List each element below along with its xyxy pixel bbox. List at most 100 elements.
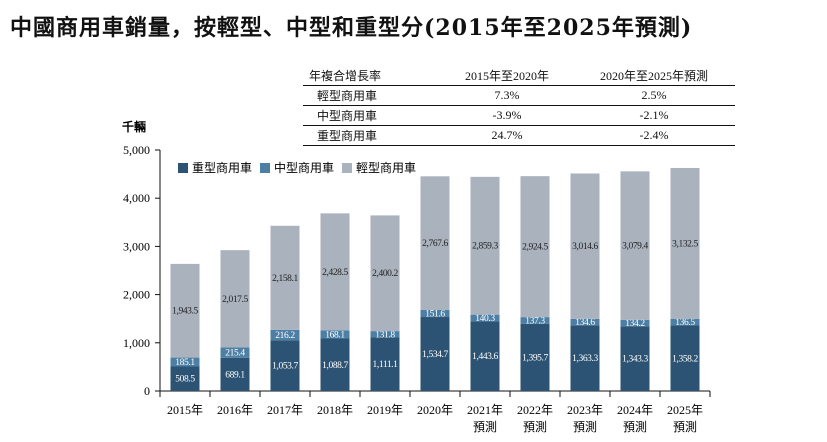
cagr-table: 年複合增長率 2015年至2020年 2020年至2025年預測 輕型商用車 7… xyxy=(303,66,735,146)
y-tick-label: 2,000 xyxy=(123,288,150,302)
data-label: 185.1 xyxy=(175,358,195,368)
legend-swatch xyxy=(342,163,352,173)
bar-segment xyxy=(420,317,450,391)
y-tick-label: 0 xyxy=(144,384,150,398)
bar-segment xyxy=(220,347,250,358)
bar-segment xyxy=(470,321,500,391)
table-cell: 7.3% xyxy=(441,85,573,106)
data-label: 2,017.5 xyxy=(222,295,248,305)
data-label: 1,111.1 xyxy=(373,360,399,370)
table-cell: -2.1% xyxy=(573,105,735,126)
table-cell: 中型商用車 xyxy=(303,105,441,126)
bar-segment xyxy=(520,176,550,318)
data-label: 3,014.6 xyxy=(572,242,598,252)
bar-segment xyxy=(620,319,650,327)
y-tick-label: 4,000 xyxy=(123,191,150,205)
x-tick-label: 預測 xyxy=(623,420,647,434)
data-label: 1,088.7 xyxy=(322,361,348,371)
data-label: 2,859.3 xyxy=(472,242,498,252)
data-label: 1,534.7 xyxy=(422,350,448,360)
x-tick-label: 預測 xyxy=(523,420,547,434)
x-tick-label: 預測 xyxy=(673,420,697,434)
chart-title: 中國商用車銷量，按輕型、中型和重型分(2015年至2025年預測) xyxy=(10,15,693,41)
data-label: 3,132.5 xyxy=(672,239,698,249)
data-label: 508.5 xyxy=(175,375,195,385)
table-cell: 重型商用車 xyxy=(303,125,441,146)
bar-segment xyxy=(270,329,300,341)
data-label: 1,343.3 xyxy=(622,355,648,365)
data-label: 168.1 xyxy=(325,330,345,340)
bar-segment xyxy=(470,176,500,315)
table-cell: -2.4% xyxy=(573,125,735,146)
bar-segment xyxy=(520,323,550,391)
legend-label: 中型商用車 xyxy=(274,160,334,175)
data-label: 689.1 xyxy=(225,370,245,380)
x-tick-label: 預測 xyxy=(573,420,597,434)
bar-segment xyxy=(320,330,350,339)
table-row: 輕型商用車 7.3% 2.5% xyxy=(303,85,735,106)
data-label: 137.3 xyxy=(525,316,545,326)
bar-segment xyxy=(420,176,450,310)
data-label: 1,395.7 xyxy=(522,353,548,363)
table-row: 重型商用車 24.7% -2.4% xyxy=(303,125,735,146)
table-row: 中型商用車 -3.9% -2.1% xyxy=(303,105,735,126)
bar-segment xyxy=(170,366,200,391)
bar-segment xyxy=(420,309,450,318)
y-tick-label: 3,000 xyxy=(123,239,150,253)
bar-segment xyxy=(620,171,650,320)
x-tick-label: 2016年 xyxy=(217,403,253,417)
bar-segment xyxy=(520,317,550,324)
bar-segment xyxy=(220,250,250,348)
data-label: 1,358.2 xyxy=(672,354,698,364)
data-label: 2,400.2 xyxy=(372,269,398,279)
bar-segment xyxy=(570,325,600,391)
legend-label: 輕型商用車 xyxy=(356,160,416,175)
data-label: 151.6 xyxy=(425,309,445,319)
x-tick-label: 2022年 xyxy=(517,403,553,417)
bar-segment xyxy=(570,318,600,326)
data-label: 140.3 xyxy=(475,314,495,324)
x-tick-label: 2020年 xyxy=(417,403,453,417)
bar-segment xyxy=(320,213,350,331)
data-label: 2,767.6 xyxy=(422,239,448,249)
legend-label: 重型商用車 xyxy=(192,160,252,175)
bar-segment xyxy=(370,337,400,391)
bar-segment xyxy=(170,357,200,367)
x-tick-label: 2019年 xyxy=(367,403,403,417)
table-header: 2020年至2025年預測 xyxy=(573,66,735,86)
y-tick-label: 5,000 xyxy=(123,143,150,157)
data-label: 2,158.1 xyxy=(272,274,298,284)
bar-segment xyxy=(320,338,350,391)
x-tick-label: 2023年 xyxy=(567,403,603,417)
table-header: 2015年至2020年 xyxy=(441,66,573,86)
bar-segment xyxy=(270,340,300,391)
table-cell: 2.5% xyxy=(573,85,735,106)
legend-swatch xyxy=(260,163,270,173)
y-axis-label: 千輛 xyxy=(122,119,146,134)
table-cell: 輕型商用車 xyxy=(303,85,441,106)
bar-segment xyxy=(470,314,500,322)
x-tick-label: 2018年 xyxy=(317,403,353,417)
data-label: 215.4 xyxy=(225,349,245,359)
bar-segment xyxy=(620,326,650,391)
bar-segment xyxy=(670,318,700,326)
data-label: 1,943.5 xyxy=(172,307,198,317)
x-tick-label: 2021年 xyxy=(467,403,503,417)
legend-swatch xyxy=(178,163,188,173)
table-cell: -3.9% xyxy=(441,105,573,126)
x-tick-label: 預測 xyxy=(473,420,497,434)
bar-segment xyxy=(170,263,200,358)
x-tick-label: 2015年 xyxy=(167,403,203,417)
data-label: 131.8 xyxy=(375,330,395,340)
x-tick-label: 2024年 xyxy=(617,403,653,417)
data-label: 1,363.3 xyxy=(572,354,598,364)
bar-segment xyxy=(670,325,700,391)
x-tick-label: 2017年 xyxy=(267,403,303,417)
data-label: 1,443.6 xyxy=(472,352,498,362)
y-tick-label: 1,000 xyxy=(123,336,150,350)
bar-segment xyxy=(370,331,400,338)
data-label: 134.2 xyxy=(625,319,645,329)
x-tick-label: 2025年 xyxy=(667,403,703,417)
data-label: 134.6 xyxy=(575,318,595,328)
